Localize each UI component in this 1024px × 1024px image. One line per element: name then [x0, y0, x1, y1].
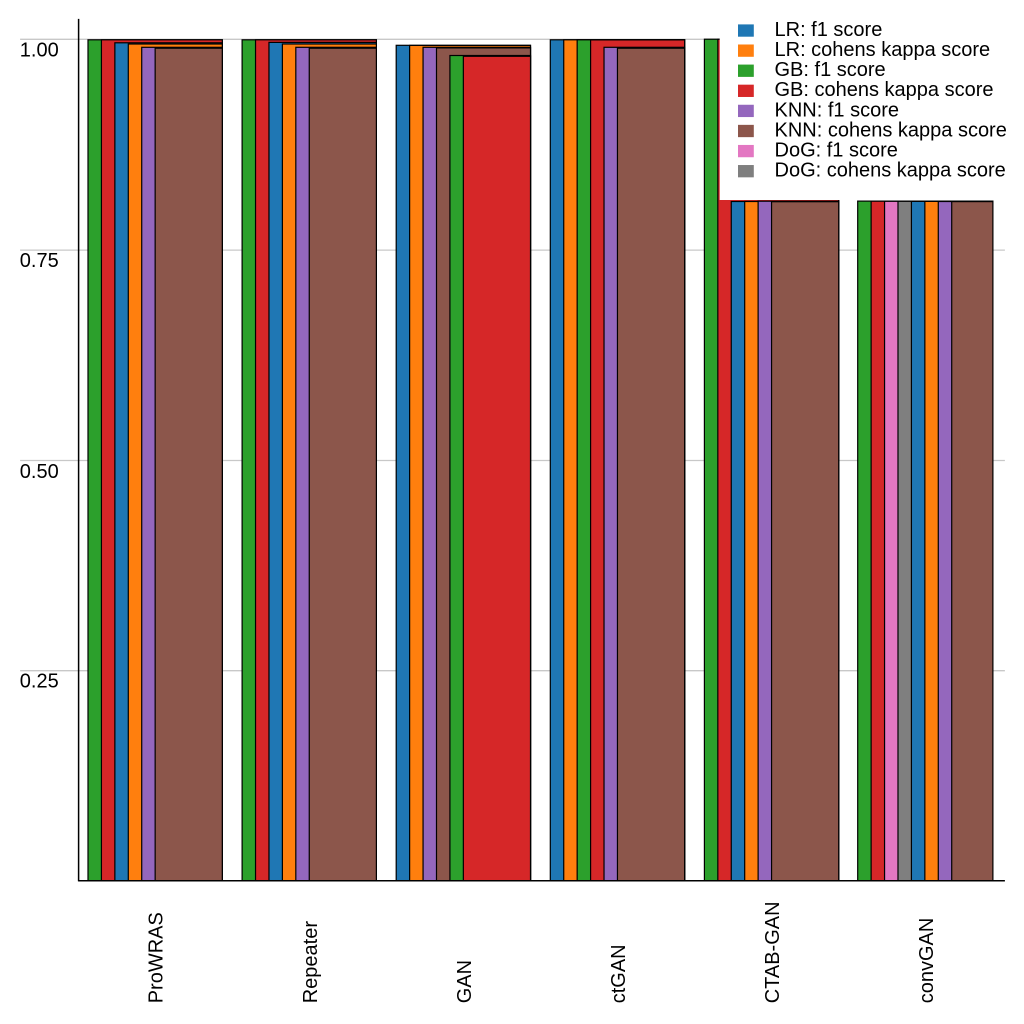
- svg-text:KNN: cohens kappa score: KNN: cohens kappa score: [775, 119, 1007, 141]
- svg-text:CTAB-GAN: CTAB-GAN: [762, 901, 784, 1003]
- svg-text:GB: cohens kappa score: GB: cohens kappa score: [775, 79, 994, 101]
- svg-text:DoG: f1 score: DoG: f1 score: [775, 139, 898, 161]
- svg-text:convGAN: convGAN: [916, 918, 938, 1004]
- svg-text:DoG: cohens kappa score: DoG: cohens kappa score: [775, 160, 1006, 182]
- svg-text:0.25: 0.25: [20, 671, 59, 693]
- svg-text:LR: f1 score: LR: f1 score: [775, 19, 883, 41]
- svg-text:LR: cohens kappa score: LR: cohens kappa score: [775, 39, 991, 61]
- svg-text:ctGAN: ctGAN: [608, 944, 630, 1003]
- svg-text:GAN: GAN: [454, 960, 476, 1003]
- svg-text:KNN: f1 score: KNN: f1 score: [775, 99, 899, 121]
- svg-text:1.00: 1.00: [20, 40, 59, 62]
- svg-text:Repeater: Repeater: [300, 921, 322, 1004]
- svg-text:0.75: 0.75: [20, 250, 59, 272]
- svg-text:GB: f1 score: GB: f1 score: [775, 59, 886, 81]
- svg-text:0.50: 0.50: [20, 461, 59, 483]
- svg-text:ProWRAS: ProWRAS: [146, 912, 168, 1003]
